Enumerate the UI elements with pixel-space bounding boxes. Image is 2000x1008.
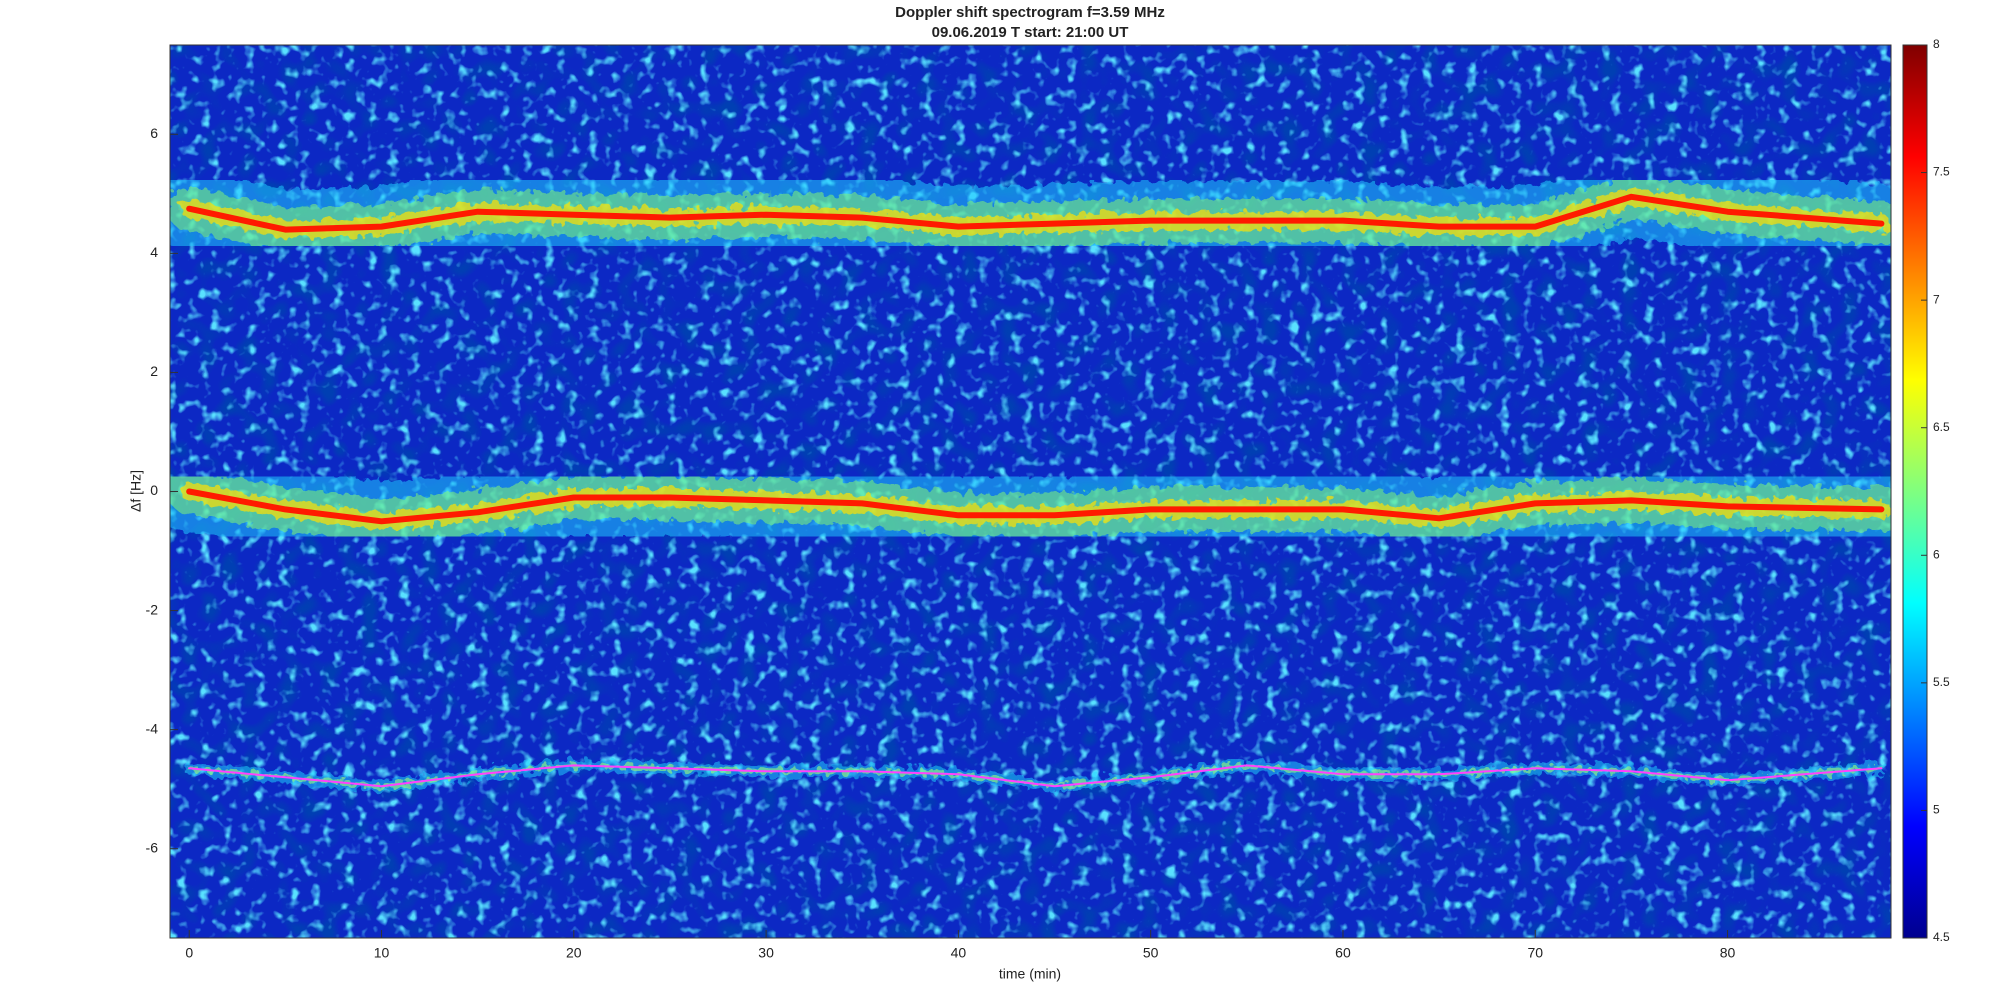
- doppler-trace: [186, 488, 1885, 525]
- doppler-trace: [186, 193, 1885, 233]
- colorbar: [1902, 44, 1928, 939]
- colorbar-tick-label: 8: [1933, 37, 1940, 51]
- y-tick-label: -4: [146, 720, 159, 736]
- colorbar-tick-label: 6: [1933, 547, 1940, 561]
- doppler-trace: [188, 764, 1883, 788]
- y-tick-label: 4: [150, 244, 158, 260]
- x-axis-label: time (min): [999, 966, 1061, 982]
- chart-title: Doppler shift spectrogram f=3.59 MHz: [895, 4, 1165, 21]
- y-tick-label: 6: [150, 125, 158, 141]
- y-tick-label: 2: [150, 363, 158, 379]
- x-tick-label: 30: [758, 945, 774, 961]
- y-tick-label: -6: [146, 839, 159, 855]
- colorbar-tick-label: 7: [1933, 292, 1940, 306]
- x-tick-label: 50: [1143, 945, 1159, 961]
- x-tick-label: 40: [951, 945, 967, 961]
- bands: [170, 156, 1891, 793]
- colorbar-tick-label: 7.5: [1933, 165, 1950, 179]
- y-axis-label: Δf [Hz]: [128, 470, 144, 512]
- x-tick-label: 10: [374, 945, 390, 961]
- colorbar-tick-label: 6.5: [1933, 420, 1950, 434]
- y-tick-label: -2: [146, 601, 159, 617]
- colorbar-tick-label: 5.5: [1933, 675, 1950, 689]
- x-tick-label: 20: [566, 945, 582, 961]
- chart-subtitle: 09.06.2019 T start: 21:00 UT: [932, 24, 1129, 41]
- colorbar-tick-label: 4.5: [1933, 930, 1950, 944]
- x-tick-label: 60: [1335, 945, 1351, 961]
- x-tick-label: 0: [185, 945, 193, 961]
- y-tick-label: 0: [150, 482, 158, 498]
- colorbar-tick-label: 5: [1933, 803, 1940, 817]
- x-tick-label: 70: [1527, 945, 1543, 961]
- x-tick-label: 80: [1720, 945, 1736, 961]
